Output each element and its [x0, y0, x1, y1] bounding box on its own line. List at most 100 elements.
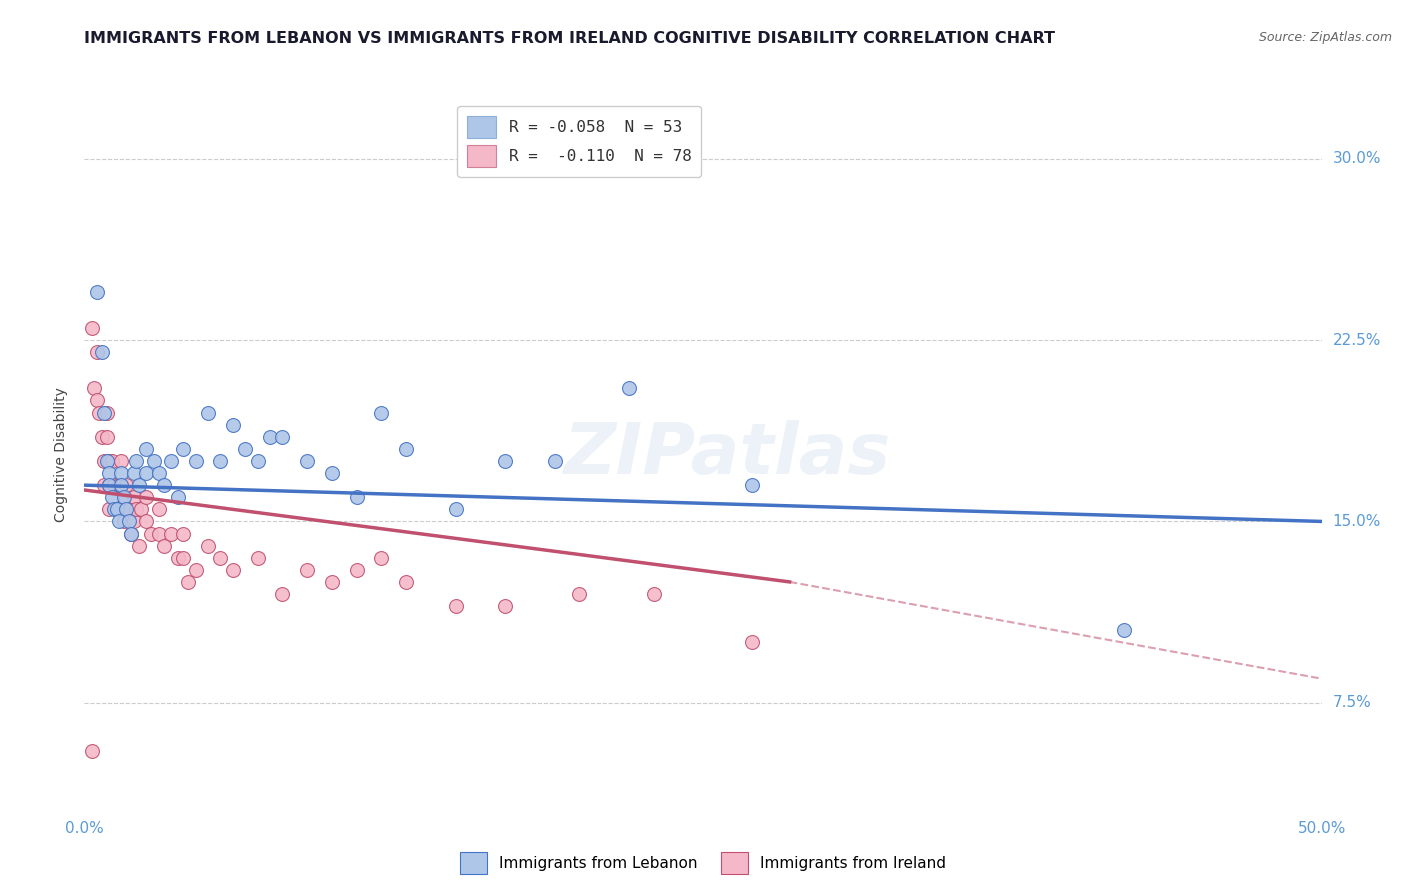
Text: 22.5%: 22.5% — [1333, 333, 1381, 348]
Point — [108, 515, 131, 529]
Point — [110, 502, 132, 516]
Point — [86, 345, 108, 359]
Point — [197, 539, 219, 553]
Point — [118, 515, 141, 529]
Point — [135, 466, 157, 480]
Point — [110, 466, 132, 480]
Point — [93, 478, 115, 492]
Point — [80, 321, 103, 335]
Point — [100, 490, 122, 504]
Point — [89, 406, 111, 420]
Point — [96, 406, 118, 420]
Point — [110, 478, 132, 492]
Point — [295, 563, 318, 577]
Point — [122, 490, 145, 504]
Point — [98, 478, 121, 492]
Point — [494, 599, 516, 613]
Point — [167, 490, 190, 504]
Point — [271, 587, 294, 601]
Point — [135, 490, 157, 504]
Point — [1112, 624, 1135, 638]
Point — [115, 502, 138, 516]
Point — [177, 574, 200, 589]
Point — [259, 430, 281, 444]
Text: Source: ZipAtlas.com: Source: ZipAtlas.com — [1258, 31, 1392, 45]
Point — [643, 587, 665, 601]
Point — [110, 454, 132, 468]
Point — [741, 478, 763, 492]
Point — [148, 466, 170, 480]
Point — [129, 502, 152, 516]
Point — [86, 393, 108, 408]
Legend: R = -0.058  N = 53, R =  -0.110  N = 78: R = -0.058 N = 53, R = -0.110 N = 78 — [457, 106, 702, 177]
Point — [321, 574, 343, 589]
Point — [98, 454, 121, 468]
Point — [128, 539, 150, 553]
Point — [98, 502, 121, 516]
Text: IMMIGRANTS FROM LEBANON VS IMMIGRANTS FROM IRELAND COGNITIVE DISABILITY CORRELAT: IMMIGRANTS FROM LEBANON VS IMMIGRANTS FR… — [84, 31, 1056, 46]
Point — [370, 550, 392, 565]
Point — [110, 478, 132, 492]
Point — [370, 406, 392, 420]
Point — [184, 563, 207, 577]
Point — [172, 442, 194, 456]
Point — [86, 285, 108, 299]
Point — [112, 490, 135, 504]
Legend: Immigrants from Lebanon, Immigrants from Ireland: Immigrants from Lebanon, Immigrants from… — [454, 846, 952, 880]
Point — [96, 430, 118, 444]
Text: 7.5%: 7.5% — [1333, 696, 1371, 710]
Point — [118, 502, 141, 516]
Point — [395, 574, 418, 589]
Point — [103, 478, 125, 492]
Point — [321, 466, 343, 480]
Point — [167, 550, 190, 565]
Point — [112, 515, 135, 529]
Point — [80, 744, 103, 758]
Point — [93, 454, 115, 468]
Point — [128, 478, 150, 492]
Point — [148, 502, 170, 516]
Point — [90, 345, 112, 359]
Point — [617, 381, 640, 395]
Point — [96, 454, 118, 468]
Point — [346, 563, 368, 577]
Point — [112, 490, 135, 504]
Point — [125, 502, 148, 516]
Point — [135, 442, 157, 456]
Text: 15.0%: 15.0% — [1333, 514, 1381, 529]
Point — [141, 526, 163, 541]
Point — [122, 466, 145, 480]
Point — [115, 478, 138, 492]
Point — [160, 454, 183, 468]
Point — [209, 550, 232, 565]
Point — [172, 550, 194, 565]
Point — [295, 454, 318, 468]
Point — [120, 526, 142, 541]
Point — [222, 417, 245, 432]
Point — [142, 454, 165, 468]
Point — [152, 539, 174, 553]
Point — [222, 563, 245, 577]
Point — [135, 515, 157, 529]
Point — [246, 454, 269, 468]
Point — [93, 406, 115, 420]
Point — [98, 478, 121, 492]
Point — [543, 454, 565, 468]
Point — [741, 635, 763, 649]
Point — [148, 526, 170, 541]
Point — [494, 454, 516, 468]
Point — [83, 381, 105, 395]
Point — [271, 430, 294, 444]
Point — [395, 442, 418, 456]
Point — [100, 454, 122, 468]
Point — [98, 466, 121, 480]
Point — [122, 515, 145, 529]
Point — [209, 454, 232, 468]
Point — [103, 502, 125, 516]
Point — [197, 406, 219, 420]
Point — [152, 478, 174, 492]
Point — [105, 502, 128, 516]
Point — [108, 478, 131, 492]
Point — [125, 454, 148, 468]
Point — [184, 454, 207, 468]
